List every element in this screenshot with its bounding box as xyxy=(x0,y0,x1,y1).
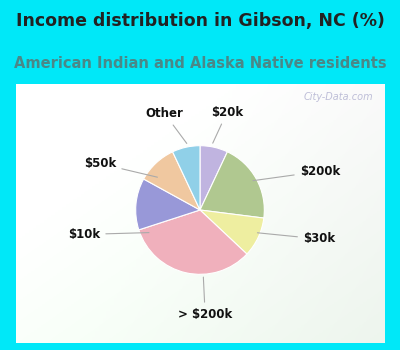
Wedge shape xyxy=(200,210,264,254)
Text: $10k: $10k xyxy=(68,228,149,241)
Wedge shape xyxy=(144,152,200,210)
Text: Other: Other xyxy=(146,107,187,144)
Text: $50k: $50k xyxy=(84,157,158,177)
Wedge shape xyxy=(136,179,200,230)
Wedge shape xyxy=(173,146,200,210)
Text: > $200k: > $200k xyxy=(178,277,232,321)
Text: American Indian and Alaska Native residents: American Indian and Alaska Native reside… xyxy=(14,56,386,71)
Text: $20k: $20k xyxy=(211,106,243,143)
Wedge shape xyxy=(200,152,264,218)
Text: City-Data.com: City-Data.com xyxy=(303,92,373,102)
Wedge shape xyxy=(200,146,227,210)
Text: $200k: $200k xyxy=(253,165,340,181)
Text: Income distribution in Gibson, NC (%): Income distribution in Gibson, NC (%) xyxy=(16,12,384,30)
Wedge shape xyxy=(139,210,247,274)
Text: $30k: $30k xyxy=(258,232,335,245)
